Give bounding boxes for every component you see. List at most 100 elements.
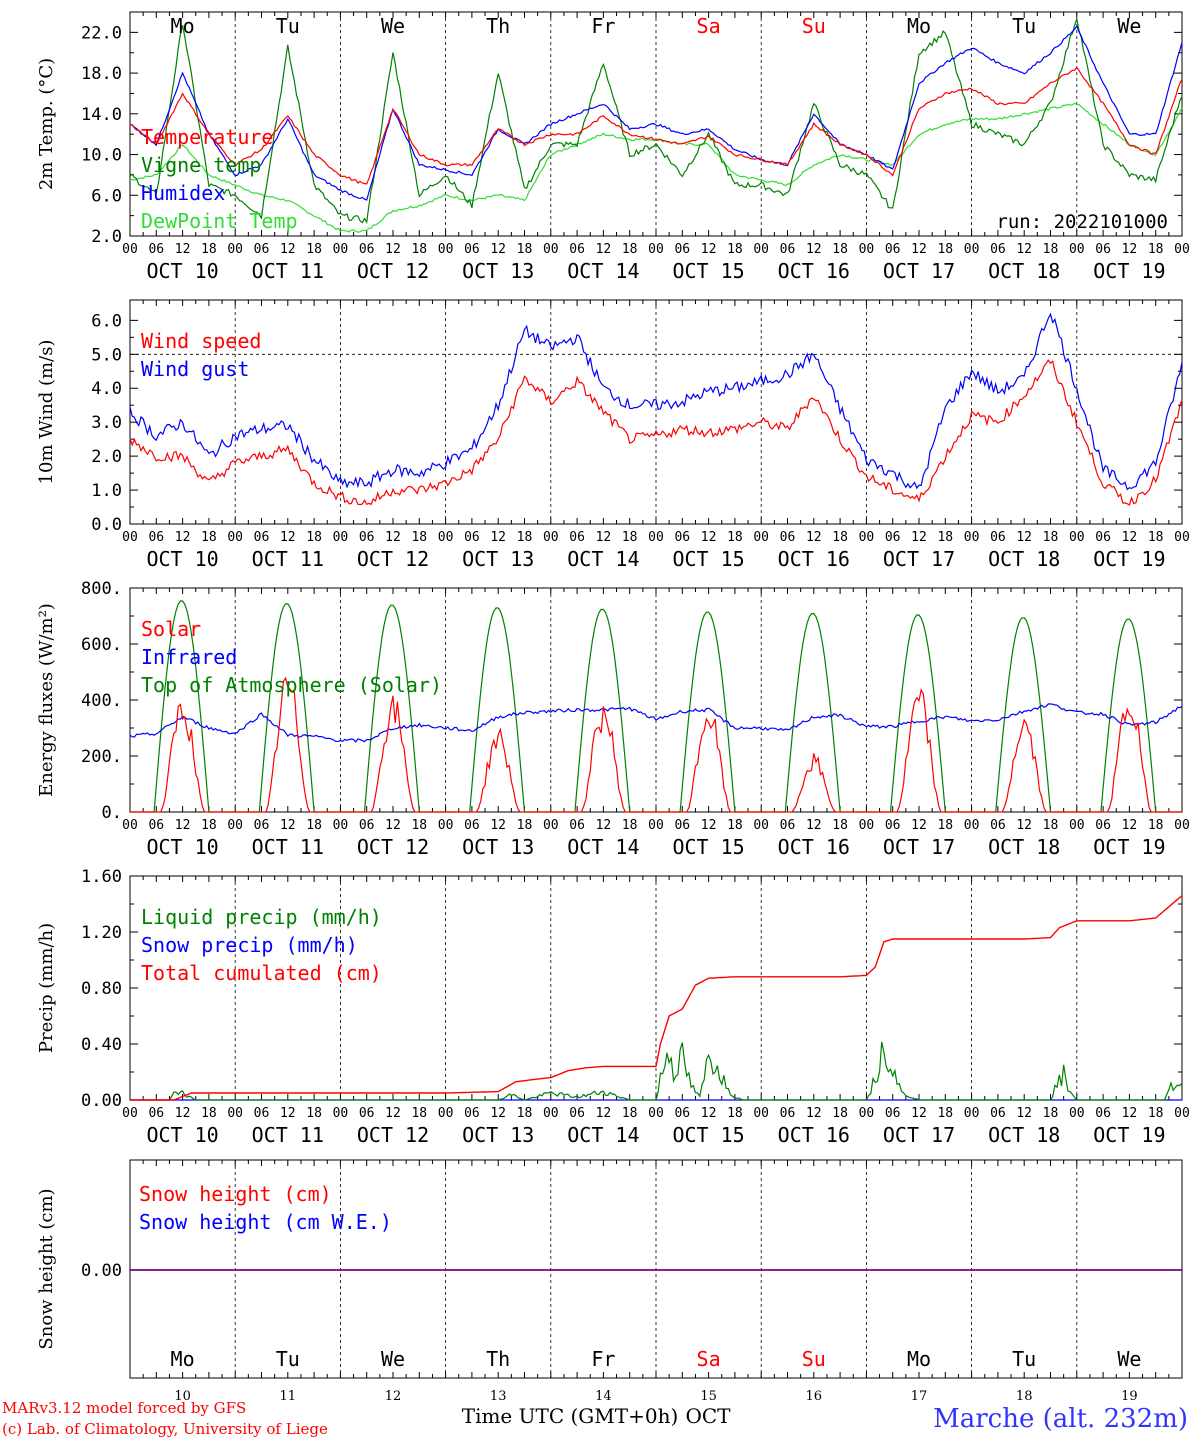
hour-label: 18 xyxy=(937,242,953,257)
hour-label: 18 xyxy=(832,1106,848,1121)
y-axis-label: Snow height (cm) xyxy=(36,1188,57,1349)
date-label: OCT 18 xyxy=(988,547,1060,571)
day-name: Sa xyxy=(697,14,721,38)
date-label: OCT 17 xyxy=(883,259,955,283)
date-label: OCT 19 xyxy=(1093,1123,1165,1147)
series-solar xyxy=(130,676,1182,813)
hour-label: 06 xyxy=(885,530,901,545)
date-label: OCT 13 xyxy=(462,1123,534,1147)
hour-label: 12 xyxy=(911,530,927,545)
date-label: OCT 16 xyxy=(778,547,850,571)
date-label: OCT 17 xyxy=(883,835,955,859)
legend-vigne-temp: Vigne temp xyxy=(141,153,261,177)
date-label: OCT 15 xyxy=(672,1123,744,1147)
y-tick-label: 0.00 xyxy=(81,1261,122,1281)
hour-label: 00 xyxy=(1174,242,1190,257)
day-name: Fr xyxy=(591,1347,615,1371)
hour-label: 06 xyxy=(990,242,1006,257)
hour-label: 06 xyxy=(1095,242,1111,257)
hour-label: 06 xyxy=(1095,1106,1111,1121)
day-name: Mo xyxy=(171,14,195,38)
y-tick-label: 0.0 xyxy=(91,515,122,535)
hour-label: 06 xyxy=(359,818,375,833)
hour-label: 06 xyxy=(674,242,690,257)
y-tick-label: 1.20 xyxy=(81,923,122,943)
hour-label: 00 xyxy=(122,818,138,833)
hour-label: 00 xyxy=(543,1106,559,1121)
hour-label: 00 xyxy=(1069,530,1085,545)
month-label: OCT xyxy=(685,1404,731,1428)
hour-label: 18 xyxy=(832,530,848,545)
date-label: OCT 15 xyxy=(672,835,744,859)
date-label: OCT 16 xyxy=(778,1123,850,1147)
hour-label: 00 xyxy=(333,1106,349,1121)
hour-label: 06 xyxy=(254,818,270,833)
hour-label: 18 xyxy=(937,530,953,545)
hour-label: 06 xyxy=(359,530,375,545)
date-label: OCT 14 xyxy=(567,1123,639,1147)
hour-label: 18 xyxy=(1148,818,1164,833)
legend-humidex: Humidex xyxy=(141,181,225,205)
y-tick-label: 0.00 xyxy=(81,1091,122,1111)
day-name: We xyxy=(1117,14,1141,38)
legend-snow-precip-mm-h: Snow precip (mm/h) xyxy=(141,933,358,957)
hour-label: 06 xyxy=(990,818,1006,833)
hour-label: 06 xyxy=(359,1106,375,1121)
y-tick-label: 2.0 xyxy=(91,227,122,247)
date-label: OCT 11 xyxy=(252,1123,324,1147)
hour-label: 06 xyxy=(674,530,690,545)
y-tick-label: 0.40 xyxy=(81,1035,122,1055)
day-name: Su xyxy=(802,1347,826,1371)
y-tick-label: 14.0 xyxy=(81,105,122,125)
hour-label: 06 xyxy=(780,1106,796,1121)
hour-label: 12 xyxy=(1016,530,1032,545)
date-label: OCT 13 xyxy=(462,547,534,571)
hour-label: 12 xyxy=(175,242,191,257)
date-label: OCT 17 xyxy=(883,1123,955,1147)
day-number: 11 xyxy=(280,1389,297,1404)
day-name: Sa xyxy=(697,1347,721,1371)
hour-label: 18 xyxy=(622,1106,638,1121)
hour-label: 06 xyxy=(780,242,796,257)
hour-label: 00 xyxy=(1069,242,1085,257)
legend-dewpoint-temp: DewPoint Temp xyxy=(141,209,298,233)
date-label: OCT 10 xyxy=(146,1123,218,1147)
hour-label: 06 xyxy=(885,818,901,833)
hour-label: 12 xyxy=(280,818,296,833)
hour-label: 18 xyxy=(1148,1106,1164,1121)
date-label: OCT 14 xyxy=(567,259,639,283)
hour-label: 18 xyxy=(411,818,427,833)
y-tick-label: 6.0 xyxy=(91,311,122,331)
hour-label: 18 xyxy=(832,242,848,257)
hour-label: 00 xyxy=(648,530,664,545)
hour-label: 12 xyxy=(701,530,717,545)
hour-label: 00 xyxy=(964,530,980,545)
hour-label: 00 xyxy=(753,1106,769,1121)
date-label: OCT 10 xyxy=(146,547,218,571)
hour-label: 12 xyxy=(280,1106,296,1121)
hour-label: 06 xyxy=(569,530,585,545)
hour-label: 18 xyxy=(411,1106,427,1121)
day-name: Th xyxy=(486,14,510,38)
hour-label: 06 xyxy=(254,530,270,545)
hour-label: 18 xyxy=(832,818,848,833)
hour-label: 00 xyxy=(753,818,769,833)
hour-label: 12 xyxy=(596,1106,612,1121)
hour-label: 00 xyxy=(122,1106,138,1121)
y-tick-label: 3.0 xyxy=(91,413,122,433)
date-label: OCT 16 xyxy=(778,259,850,283)
hour-label: 00 xyxy=(648,242,664,257)
day-name: We xyxy=(1117,1347,1141,1371)
y-tick-label: 2.0 xyxy=(91,447,122,467)
time-axis-label: Time UTC (GMT+0h) xyxy=(462,1404,679,1428)
hour-label: 18 xyxy=(411,242,427,257)
hour-label: 06 xyxy=(464,242,480,257)
y-tick-label: 10.0 xyxy=(81,146,122,166)
y-axis-label: Precip (mm/h) xyxy=(36,923,57,1053)
y-tick-label: 1.0 xyxy=(91,481,122,501)
day-name: We xyxy=(381,14,405,38)
hour-label: 18 xyxy=(937,1106,953,1121)
y-tick-label: 600. xyxy=(81,635,122,655)
hour-label: 18 xyxy=(517,242,533,257)
hour-label: 12 xyxy=(1016,1106,1032,1121)
